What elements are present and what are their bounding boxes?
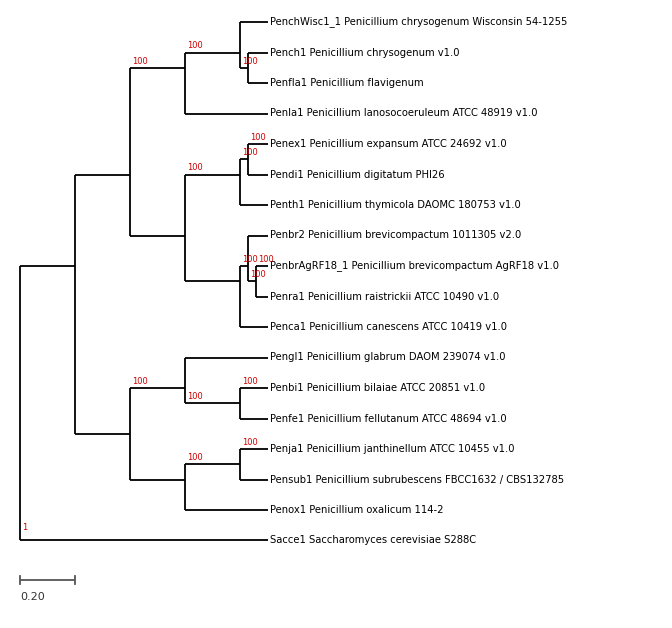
Text: Pengl1 Penicillium glabrum DAOM 239074 v1.0: Pengl1 Penicillium glabrum DAOM 239074 v… [270, 352, 505, 362]
Text: 100: 100 [187, 41, 203, 50]
Text: Penca1 Penicillium canescens ATCC 10419 v1.0: Penca1 Penicillium canescens ATCC 10419 … [270, 322, 507, 332]
Text: Penbi1 Penicillium bilaiae ATCC 20851 v1.0: Penbi1 Penicillium bilaiae ATCC 20851 v1… [270, 383, 485, 393]
Text: 1: 1 [22, 523, 28, 532]
Text: 100: 100 [250, 270, 265, 279]
Text: 100: 100 [187, 392, 203, 401]
Text: 0.20: 0.20 [20, 592, 45, 602]
Text: Penla1 Penicillium lanosocoeruleum ATCC 48919 v1.0: Penla1 Penicillium lanosocoeruleum ATCC … [270, 109, 538, 119]
Text: PenchWisc1_1 Penicillium chrysogenum Wisconsin 54-1255: PenchWisc1_1 Penicillium chrysogenum Wis… [270, 16, 567, 28]
Text: Penbr2 Penicillium brevicompactum 1011305 v2.0: Penbr2 Penicillium brevicompactum 101130… [270, 230, 521, 241]
Text: 100: 100 [250, 133, 265, 142]
Text: Sacce1 Saccharomyces cerevisiae S288C: Sacce1 Saccharomyces cerevisiae S288C [270, 535, 476, 545]
Text: 100: 100 [187, 453, 203, 462]
Text: Penth1 Penicillium thymicola DAOMC 180753 v1.0: Penth1 Penicillium thymicola DAOMC 18075… [270, 200, 521, 210]
Text: PenbrAgRF18_1 Penicillium brevicompactum AgRF18 v1.0: PenbrAgRF18_1 Penicillium brevicompactum… [270, 261, 559, 271]
Text: 100: 100 [242, 148, 258, 157]
Text: Pendi1 Penicillium digitatum PHI26: Pendi1 Penicillium digitatum PHI26 [270, 170, 445, 180]
Text: 100: 100 [132, 377, 148, 386]
Text: 100: 100 [242, 255, 258, 264]
Text: 100: 100 [132, 57, 148, 66]
Text: 100: 100 [242, 438, 258, 447]
Text: Pensub1 Penicillium subrubescens FBCC1632 / CBS132785: Pensub1 Penicillium subrubescens FBCC163… [270, 475, 564, 484]
Text: 100: 100 [258, 255, 274, 264]
Text: Penox1 Penicillium oxalicum 114-2: Penox1 Penicillium oxalicum 114-2 [270, 505, 444, 515]
Text: Penja1 Penicillium janthinellum ATCC 10455 v1.0: Penja1 Penicillium janthinellum ATCC 104… [270, 444, 515, 454]
Text: Pench1 Penicillium chrysogenum v1.0: Pench1 Penicillium chrysogenum v1.0 [270, 48, 460, 58]
Text: Penfe1 Penicillium fellutanum ATCC 48694 v1.0: Penfe1 Penicillium fellutanum ATCC 48694… [270, 413, 507, 423]
Text: 100: 100 [242, 377, 258, 386]
Text: Penex1 Penicillium expansum ATCC 24692 v1.0: Penex1 Penicillium expansum ATCC 24692 v… [270, 139, 507, 149]
Text: Penra1 Penicillium raistrickii ATCC 10490 v1.0: Penra1 Penicillium raistrickii ATCC 1049… [270, 291, 499, 301]
Text: Penfla1 Penicillium flavigenum: Penfla1 Penicillium flavigenum [270, 78, 423, 88]
Text: 100: 100 [242, 57, 258, 66]
Text: 100: 100 [187, 163, 203, 173]
